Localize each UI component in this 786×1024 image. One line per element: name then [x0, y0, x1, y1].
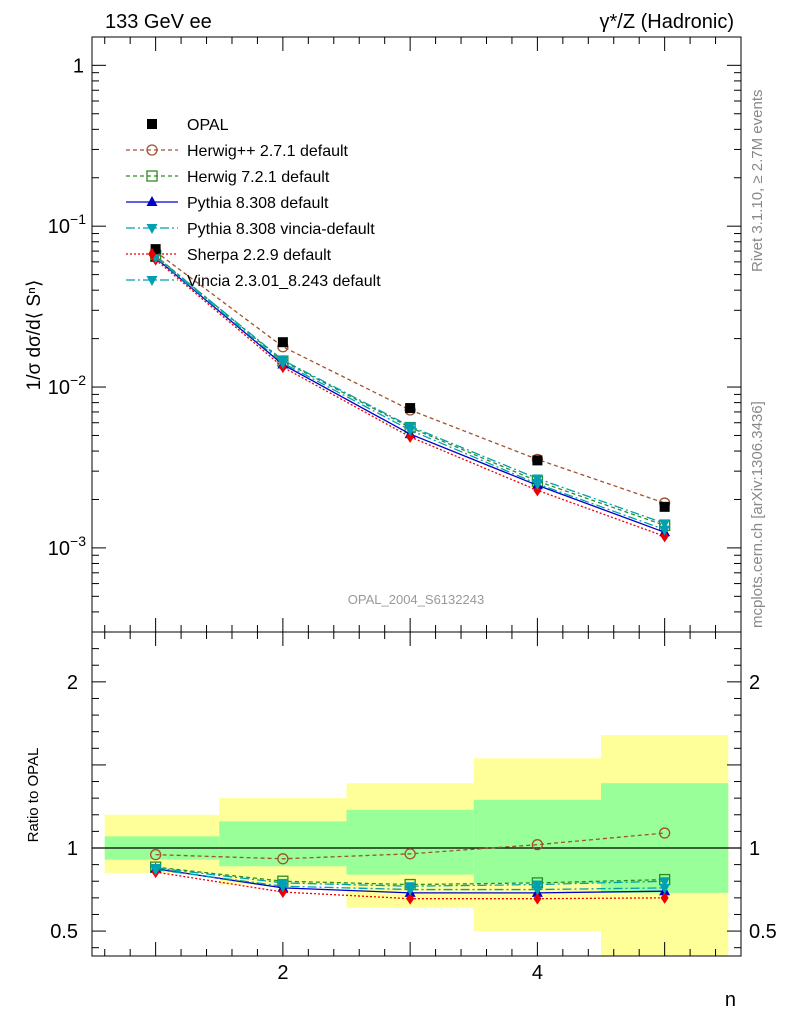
analysis-label: OPAL_2004_S6132243	[348, 592, 484, 607]
x-tick-label: 4	[532, 962, 543, 984]
y-tick-label: 10−3	[48, 533, 86, 560]
ratio-marker-herwigpp	[149, 848, 162, 861]
marker-vincia	[277, 359, 289, 370]
legend-marker-herwigpp	[146, 144, 158, 156]
marker-sherpa	[533, 484, 542, 497]
series-line-pythia_vincia	[155, 255, 665, 525]
ratio-marker-herwigpp	[658, 827, 671, 839]
series-line-herwigpp	[155, 251, 665, 504]
legend-marker-vincia	[146, 276, 158, 286]
marker-opal	[277, 337, 288, 348]
marker-sherpa	[406, 430, 415, 443]
ratio-y-tick-label-left: 1	[67, 838, 78, 860]
ratio-marker-vincia	[404, 885, 416, 896]
ratio-marker-sherpa	[406, 892, 415, 905]
legend-label-herwigpp: Herwig++ 2.7.1 default	[187, 143, 349, 160]
marker-vincia	[404, 426, 416, 437]
ratio-marker-herwigpp	[277, 853, 289, 865]
marker-pythia_vincia	[531, 474, 543, 485]
legend-label-vincia: Vincia 2.3.01_8.243 default	[187, 273, 381, 290]
ratio-frame	[91, 631, 742, 957]
stat-uncertainty-band-4	[473, 799, 602, 883]
main-plot-panel: 1 10−1 10−2 10−3 1/σ dσ/d⟨ Sⁿ⟩	[24, 36, 742, 633]
ratio-marker-pythia_vincia	[659, 877, 671, 888]
legend-label-opal: OPAL	[187, 117, 229, 134]
ratio-y-tick-label-left: 2	[67, 672, 78, 694]
marker-sherpa	[660, 530, 669, 543]
legend-label-pythia: Pythia 8.308 default	[187, 195, 329, 212]
stat-uncertainty-band-2	[219, 821, 347, 867]
legend-label-pythia_vincia: Pythia 8.308 vincia-default	[187, 221, 375, 238]
ratio-marker-herwigpp	[404, 848, 416, 860]
header-right: γ*/Z (Hadronic)	[600, 11, 734, 33]
legend: OPAL Herwig++ 2.7.1 default Herwig 7.2.1 d…	[126, 117, 381, 290]
x-axis-label: n	[725, 989, 736, 1011]
x-tick-label: 2	[277, 962, 288, 984]
series-line-vincia	[155, 256, 665, 531]
ratio-marker-sherpa	[533, 892, 542, 905]
ratio-y-tick-label-left: 0.5	[50, 921, 78, 943]
y-tick-label: 1	[73, 55, 84, 77]
header-left: 133 GeV ee	[105, 11, 212, 33]
marker-opal	[150, 244, 161, 255]
series-line-pythia	[155, 257, 665, 533]
y-tick-label: 10−2	[48, 372, 86, 399]
ratio-marker-herwigpp	[531, 839, 544, 851]
legend-label-sherpa: Sherpa 2.2.9 default	[187, 247, 332, 264]
ratio-line-herwigpp	[155, 832, 665, 860]
y-tick-label: 10−1	[48, 211, 86, 238]
legend-marker-sherpa	[148, 248, 156, 260]
ratio-marker-sherpa	[660, 891, 669, 904]
stat-uncertainty-band-3	[346, 809, 474, 875]
marker-pythia_vincia	[659, 519, 671, 530]
ratio-plot-panel: 0.5 0.5 1 1 2 2 Ratio to OPAL 2 4 n	[25, 631, 777, 1011]
series-line-herwig7	[155, 255, 665, 527]
series-line-sherpa	[155, 259, 665, 537]
ratio-y-tick-label-right: 0.5	[749, 921, 777, 943]
ratio-y-axis-label: Ratio to OPAL	[25, 748, 42, 843]
marker-opal	[405, 403, 416, 414]
marker-opal	[659, 501, 670, 512]
legend-marker-opal	[147, 119, 157, 129]
legend-label-herwig7: Herwig 7.2.1 default	[187, 169, 330, 186]
legend-marker-pythia_vincia	[146, 224, 158, 234]
marker-vincia	[659, 525, 671, 536]
marker-vincia	[531, 479, 543, 490]
ratio-marker-vincia	[150, 865, 162, 876]
legend-marker-pythia	[146, 196, 158, 206]
ratio-y-tick-label-right: 1	[749, 838, 760, 860]
ratio-marker-vincia	[659, 883, 671, 894]
ratio-marker-vincia	[277, 882, 289, 893]
legend-marker-herwig7	[146, 170, 158, 182]
rivet-label: Rivet 3.1.10, ≥ 2.7M events	[749, 90, 766, 273]
marker-opal	[532, 455, 543, 466]
mcplots-label: mcplots.cern.ch [arXiv:1306.3436]	[749, 401, 766, 628]
ratio-marker-vincia	[531, 885, 543, 896]
ratio-y-tick-label-right: 2	[749, 672, 760, 694]
main-y-axis-label: 1/σ dσ/d⟨ Sⁿ⟩	[24, 280, 45, 391]
